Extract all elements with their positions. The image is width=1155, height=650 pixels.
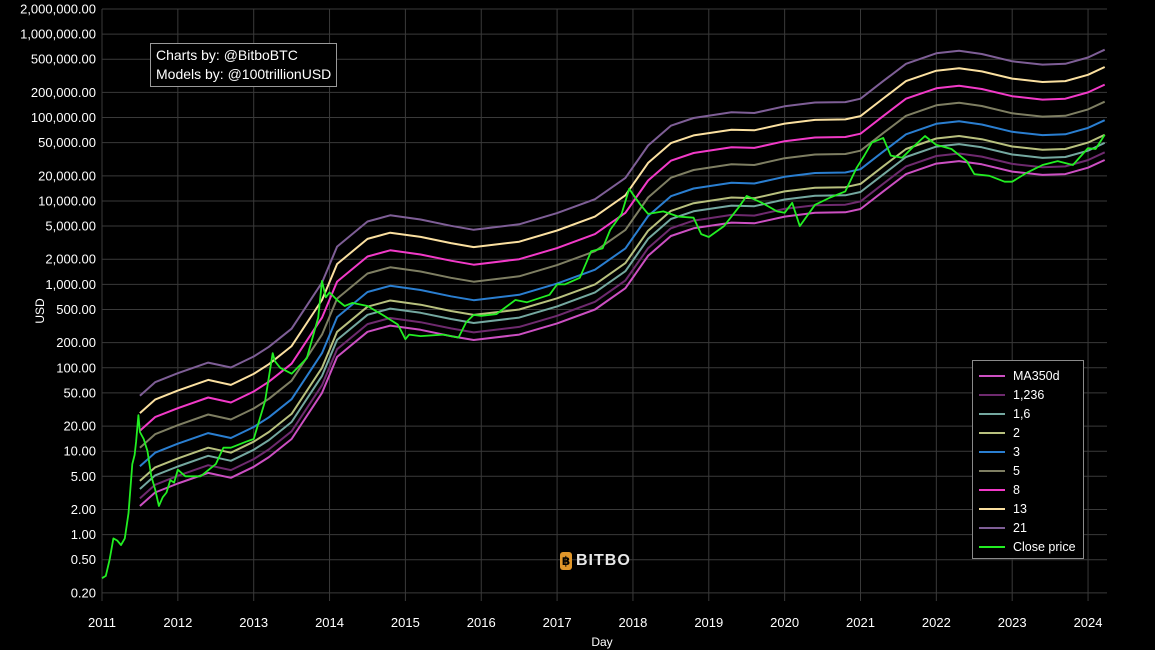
y-tick-label: 200,000.00	[31, 85, 96, 100]
legend-item[interactable]: 3	[979, 442, 1083, 461]
y-tick-label: 10,000.00	[38, 193, 96, 208]
legend-item[interactable]: 2	[979, 423, 1083, 442]
y-tick-label: 50,000.00	[38, 135, 96, 150]
x-tick-label: 2019	[694, 615, 723, 630]
legend-swatch	[979, 488, 1005, 491]
series-line-13	[139, 66, 1106, 414]
legend-label: 21	[1013, 520, 1027, 535]
credit-charts-line: Charts by: @BitboBTC	[156, 47, 298, 63]
series-line-8	[139, 83, 1106, 432]
x-tick-label: 2013	[239, 615, 268, 630]
y-tick-label: 5,000.00	[45, 219, 96, 234]
x-tick-label: 2018	[618, 615, 647, 630]
y-axis-ticks: 2,000,000.00 1,000,000.00 500,000.00 200,00…	[20, 2, 96, 601]
series-lines	[101, 48, 1106, 579]
x-axis-title: Day	[591, 635, 612, 649]
y-tick-label: 2,000,000.00	[20, 2, 96, 17]
legend-swatch	[979, 431, 1005, 434]
x-tick-label: 2021	[846, 615, 875, 630]
chart-legend[interactable]: MA350d 1,236 1,6 2 3 5 8 13 21 Close price	[972, 360, 1084, 559]
x-tick-label: 2016	[467, 615, 496, 630]
legend-swatch	[979, 545, 1005, 548]
y-tick-label: 20,000.00	[38, 168, 96, 183]
y-tick-label: 100.00	[56, 360, 96, 375]
x-tick-label: 2023	[998, 615, 1027, 630]
legend-item[interactable]: Close price	[979, 537, 1083, 556]
legend-swatch	[979, 469, 1005, 472]
x-tick-label: 2017	[543, 615, 572, 630]
x-tick-label: 2022	[922, 615, 951, 630]
legend-item[interactable]: MA350d	[979, 366, 1083, 385]
bitbo-logo-text: BITBO	[576, 552, 631, 569]
series-line-21	[139, 48, 1106, 397]
legend-label: 5	[1013, 463, 1020, 478]
x-tick-label: 2012	[163, 615, 192, 630]
y-tick-label: 500,000.00	[31, 52, 96, 67]
y-tick-label: 1.00	[71, 527, 96, 542]
legend-swatch	[979, 374, 1005, 377]
y-tick-label: 2.00	[71, 502, 96, 517]
legend-swatch	[979, 450, 1005, 453]
y-tick-label: 0.20	[71, 585, 96, 600]
y-tick-label: 200.00	[56, 335, 96, 350]
y-tick-label: 5.00	[71, 469, 96, 484]
x-tick-label: 2011	[88, 615, 116, 630]
series-line-1-6	[139, 141, 1106, 490]
legend-swatch	[979, 412, 1005, 415]
legend-item[interactable]: 5	[979, 461, 1083, 480]
y-tick-label: 20.00	[63, 419, 96, 434]
y-axis-title: USD	[33, 298, 47, 324]
legend-label: Close price	[1013, 539, 1076, 554]
y-tick-label: 10.00	[63, 444, 96, 459]
legend-item[interactable]: 21	[979, 518, 1083, 537]
x-axis-ticks: 2011 2012 2013 2014 2015 2016 2017 2018 2019 2020…	[88, 615, 1102, 630]
x-tick-label: 2024	[1074, 615, 1103, 630]
x-tick-label: 2020	[770, 615, 799, 630]
y-tick-label: 1,000.00	[45, 277, 96, 292]
bitbo-logo: ฿ BITBO	[560, 552, 631, 570]
series-line-1-236	[139, 151, 1106, 500]
series-line-close-price	[101, 134, 1106, 579]
legend-item[interactable]: 13	[979, 499, 1083, 518]
credit-models-line: Models by: @100trillionUSD	[156, 66, 332, 82]
series-line-2	[139, 133, 1106, 482]
legend-item[interactable]: 1,6	[979, 404, 1083, 423]
grid-lines	[101, 8, 1107, 601]
bitcoin-logo-icon: ฿	[560, 552, 572, 570]
y-tick-label: 50.00	[63, 385, 96, 400]
legend-item[interactable]: 8	[979, 480, 1083, 499]
legend-item[interactable]: 1,236	[979, 385, 1083, 404]
credit-box: Charts by: @BitboBTC Models by: @100tril…	[150, 43, 338, 87]
legend-label: 1,6	[1013, 406, 1031, 421]
y-tick-label: 500.00	[56, 302, 96, 317]
legend-swatch	[979, 507, 1005, 510]
series-line-3	[139, 119, 1106, 467]
y-tick-label: 0.50	[71, 552, 96, 567]
legend-label: 3	[1013, 444, 1020, 459]
series-line-MA350d	[139, 159, 1106, 507]
x-tick-label: 2014	[315, 615, 344, 630]
legend-swatch	[979, 393, 1005, 396]
legend-swatch	[979, 526, 1005, 529]
legend-label: 8	[1013, 482, 1020, 497]
x-tick-label: 2015	[391, 615, 420, 630]
legend-label: MA350d	[1013, 368, 1060, 383]
legend-label: 13	[1013, 501, 1027, 516]
legend-label: 2	[1013, 425, 1020, 440]
series-line-5	[139, 100, 1106, 449]
y-tick-label: 1,000,000.00	[20, 27, 96, 42]
y-tick-label: 100,000.00	[31, 110, 96, 125]
legend-label: 1,236	[1013, 387, 1045, 402]
y-tick-label: 2,000.00	[45, 252, 96, 267]
